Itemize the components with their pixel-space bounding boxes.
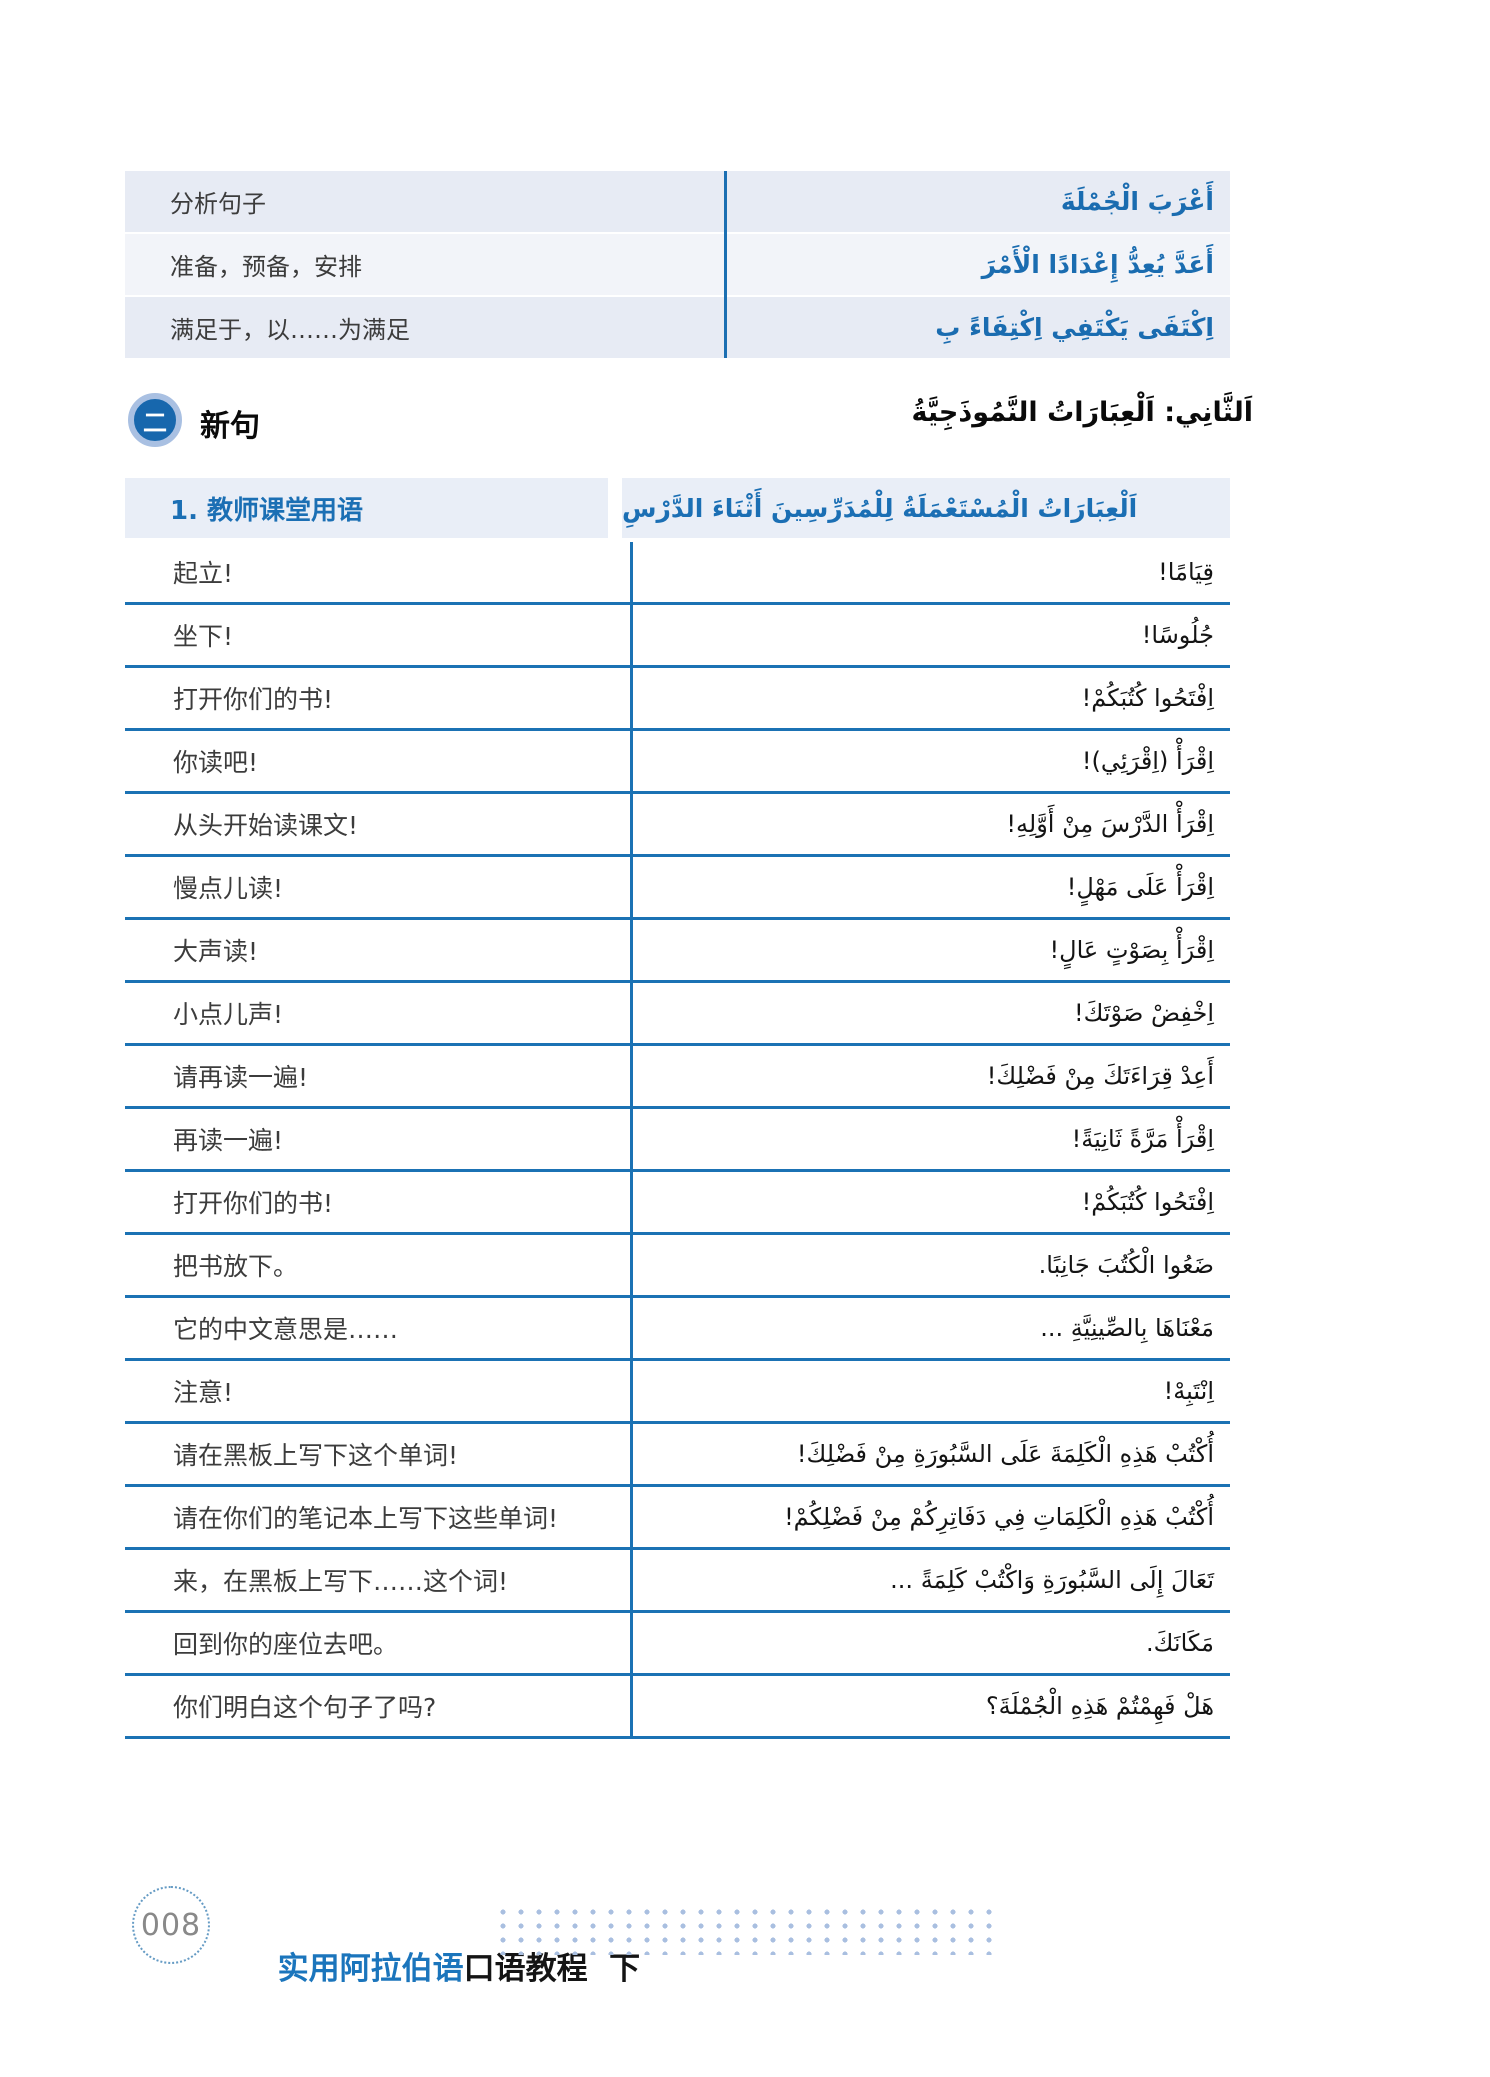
phrase-arabic-text: تَعَالَ إِلَى السَّبُورَةِ وَاكْتُبْ كَل… [890, 1566, 1214, 1594]
phrase-header-arabic: اَلْعِبَارَاتُ الْمُسْتَعْمَلَةُ لِلْمُد… [622, 478, 1230, 538]
phrase-chinese-text: 慢点儿读! [173, 874, 284, 903]
phrase-chinese-text: 打开你们的书! [173, 1189, 334, 1218]
phrase-chinese-text: 起立! [173, 559, 234, 588]
phrase-row: 小点儿声! اِخْفِضْ صَوْتَكَ! [125, 983, 1230, 1046]
phrase-chinese-text: 再读一遍! [173, 1126, 284, 1155]
phrase-row: 它的中文意思是…… مَعْنَاهَا بِالصِّينِيَّةِ ... [125, 1298, 1230, 1361]
phrase-arabic-text: اِقْرَأْ عَلَى مَهْلٍ! [1066, 873, 1214, 901]
phrase-chinese-text: 请在你们的笔记本上写下这些单词! [173, 1504, 559, 1533]
phrase-chinese-text: 你读吧! [173, 748, 259, 777]
phrase-header-chinese: 1. 教师课堂用语 [125, 478, 608, 538]
section-title-chinese: 新句 [200, 409, 260, 444]
phrase-row: 请在你们的笔记本上写下这些单词! أُكْتُبْ هَذِهِ الْكَلِ… [125, 1487, 1230, 1550]
footer-title-black: 口语教程 [463, 1951, 588, 1987]
footer-title-blue: 实用阿拉伯语 [277, 1951, 464, 1987]
phrase-chinese-text: 打开你们的书! [173, 685, 334, 714]
vocab-chinese-text: 准备，预备，安排 [170, 253, 362, 281]
phrase-row: 坐下! جُلُوسًا! [125, 605, 1230, 668]
vocab-row: 满足于，以……为满足 اِكْتَفَى يَكْتَفِي اِكْتِفَا… [125, 297, 1230, 358]
phrase-row: 来，在黑板上写下……这个词! تَعَالَ إِلَى السَّبُورَة… [125, 1550, 1230, 1613]
phrase-arabic-text: أَعِدْ قِرَاءَتَكَ مِنْ فَضْلِكَ! [986, 1062, 1214, 1090]
phrase-column-divider [630, 542, 633, 1739]
phrase-chinese-text: 你们明白这个句子了吗? [173, 1693, 437, 1722]
phrase-row: 你读吧! اِقْرَأْ (اِقْرَئِي)! [125, 731, 1230, 794]
phrase-chinese-text: 小点儿声! [173, 1000, 284, 1029]
phrase-arabic-text: اِقْرَأْ الدَّرْسَ مِنْ أَوَّلِهِ! [1006, 810, 1214, 838]
phrase-row: 回到你的座位去吧。 مَكَانَكَ. [125, 1613, 1230, 1676]
section-title-arabic: اَلثَّانِي: اَلْعِبَارَاتُ النَّمُوذَجِي… [911, 397, 1253, 428]
phrase-row: 打开你们的书! اِفْتَحُوا كُتُبَكُمْ! [125, 668, 1230, 731]
phrase-chinese-text: 大声读! [173, 937, 259, 966]
vocab-arabic-text: اِكْتَفَى يَكْتَفِي اِكْتِفَاءً بِ [935, 313, 1214, 342]
phrase-row: 请再读一遍! أَعِدْ قِرَاءَتَكَ مِنْ فَضْلِكَ! [125, 1046, 1230, 1109]
decorative-dots-pattern [492, 1903, 992, 1955]
phrase-row: 起立! قِيَامًا! [125, 542, 1230, 605]
phrase-arabic-text: اِقْرَأْ (اِقْرَئِي)! [1081, 747, 1214, 775]
vocab-column-divider [724, 171, 727, 358]
phrase-row: 大声读! اِقْرَأْ بِصَوْتٍ عَالٍ! [125, 920, 1230, 983]
phrase-chinese-text: 请再读一遍! [173, 1063, 309, 1092]
section-number-icon: 二 [128, 393, 182, 447]
phrase-row: 打开你们的书! اِفْتَحُوا كُتُبَكُمْ! [125, 1172, 1230, 1235]
phrase-row: 把书放下。 ضَعُوا الْكُتُبَ جَانِبًا. [125, 1235, 1230, 1298]
phrase-arabic-text: قِيَامًا! [1158, 558, 1214, 586]
phrase-row: 你们明白这个句子了吗? هَلْ فَهِمْتُمْ هَذِهِ الْجُ… [125, 1676, 1230, 1739]
vocab-chinese-text: 满足于，以……为满足 [170, 316, 410, 344]
phrase-chinese-text: 坐下! [173, 622, 234, 651]
phrase-arabic-text: اِخْفِضْ صَوْتَكَ! [1074, 999, 1214, 1027]
phrase-chinese-text: 回到你的座位去吧。 [173, 1630, 399, 1659]
phrase-arabic-text: اِقْرَأْ مَرَّةً ثَانِيَةً! [1071, 1125, 1214, 1153]
vocab-arabic-text: أَعْرَبَ الْجُمْلَةَ [1060, 187, 1214, 216]
phrase-arabic-text: أُكْتُبْ هَذِهِ الْكَلِمَاتِ فِي دَفَاتِ… [784, 1503, 1214, 1531]
phrase-arabic-text: جُلُوسًا! [1141, 621, 1214, 649]
phrase-row: 再读一遍! اِقْرَأْ مَرَّةً ثَانِيَةً! [125, 1109, 1230, 1172]
vocab-row: 分析句子 أَعْرَبَ الْجُمْلَةَ [125, 171, 1230, 232]
phrase-row: 从头开始读课文! اِقْرَأْ الدَّرْسَ مِنْ أَوَّلِ… [125, 794, 1230, 857]
page-number-badge: 008 [132, 1886, 210, 1964]
vocab-chinese-text: 分析句子 [170, 190, 266, 218]
phrase-chinese-text: 请在黑板上写下这个单词! [173, 1441, 459, 1470]
phrase-arabic-text: أُكْتُبْ هَذِهِ الْكَلِمَةَ عَلَى السَّب… [796, 1440, 1214, 1468]
phrase-chinese-text: 把书放下。 [173, 1252, 299, 1281]
phrase-row: 慢点儿读! اِقْرَأْ عَلَى مَهْلٍ! [125, 857, 1230, 920]
phrase-arabic-text: اِقْرَأْ بِصَوْتٍ عَالٍ! [1049, 936, 1214, 964]
phrase-row: 注意! اِنْتَبِهْ! [125, 1361, 1230, 1424]
vocab-rows: 分析句子 أَعْرَبَ الْجُمْلَةَ 准备，预备，安排 أَعَد… [125, 171, 1230, 358]
footer-book-title: 实用阿拉伯语口语教程 下 [256, 1907, 641, 1988]
phrase-arabic-text: اِفْتَحُوا كُتُبَكُمْ! [1081, 684, 1214, 712]
phrase-arabic-text: اِنْتَبِهْ! [1163, 1377, 1214, 1405]
phrase-arabic-text: اِفْتَحُوا كُتُبَكُمْ! [1081, 1188, 1214, 1216]
phrase-arabic-text: ضَعُوا الْكُتُبَ جَانِبًا. [1038, 1251, 1214, 1279]
vocab-row: 准备，预备，安排 أَعَدَّ يُعِدُّ إِعْدَادًا الْأ… [125, 234, 1230, 295]
phrase-arabic-text: هَلْ فَهِمْتُمْ هَذِهِ الْجُمْلَةَ؟ [985, 1692, 1214, 1720]
phrase-row: 请在黑板上写下这个单词! أُكْتُبْ هَذِهِ الْكَلِمَةَ… [125, 1424, 1230, 1487]
phrase-chinese-text: 从头开始读课文! [173, 811, 359, 840]
phrase-table-header: 1. 教师课堂用语 اَلْعِبَارَاتُ الْمُسْتَعْمَلَ… [125, 478, 1230, 538]
phrase-chinese-text: 来，在黑板上写下……这个词! [173, 1567, 509, 1596]
vocab-arabic-text: أَعَدَّ يُعِدُّ إِعْدَادًا الْأَمْرَ [981, 250, 1214, 279]
phrase-chinese-text: 注意! [173, 1378, 234, 1407]
section-header: 二 新句 اَلثَّانِي: اَلْعِبَارَاتُ النَّمُو… [0, 391, 1490, 449]
footer-volume: 下 [587, 1951, 641, 1987]
vocab-table: 分析句子 أَعْرَبَ الْجُمْلَةَ 准备，预备，安排 أَعَد… [125, 171, 1230, 360]
phrase-arabic-text: مَكَانَكَ. [1146, 1629, 1214, 1657]
phrase-rows: 起立! قِيَامًا! 坐下! جُلُوسًا! 打开你们的书! اِفْ… [125, 542, 1230, 1739]
phrase-chinese-text: 它的中文意思是…… [173, 1315, 399, 1344]
phrase-table: 1. 教师课堂用语 اَلْعِبَارَاتُ الْمُسْتَعْمَلَ… [125, 478, 1230, 1739]
phrase-arabic-text: مَعْنَاهَا بِالصِّينِيَّةِ ... [1040, 1314, 1214, 1342]
